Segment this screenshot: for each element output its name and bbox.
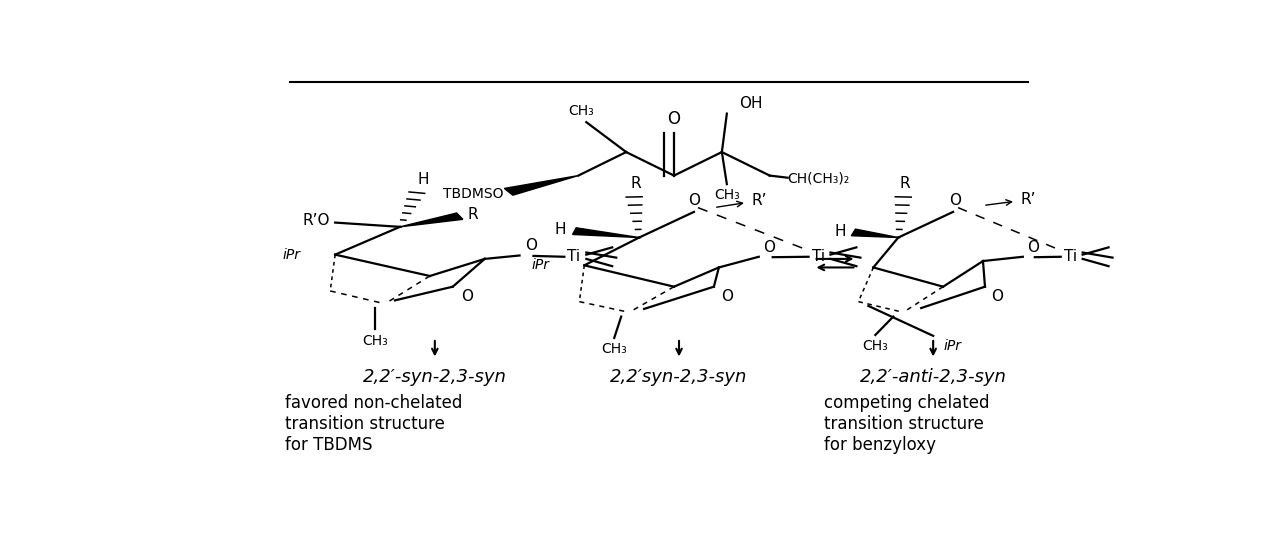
Text: O: O [526, 238, 538, 253]
Text: iPr: iPr [943, 339, 961, 353]
Text: H: H [835, 224, 846, 239]
Text: Ti: Ti [811, 249, 824, 264]
Text: O: O [721, 289, 733, 304]
Text: iPr: iPr [531, 258, 549, 273]
Text: 2,2′-syn-2,3-syn: 2,2′-syn-2,3-syn [363, 368, 507, 386]
Text: 2,2′syn-2,3-syn: 2,2′syn-2,3-syn [611, 368, 747, 386]
Text: Ti: Ti [567, 249, 580, 264]
Text: H: H [554, 223, 566, 238]
Text: R’O: R’O [302, 213, 331, 228]
Text: R: R [631, 176, 642, 191]
Text: CH₃: CH₃ [568, 104, 594, 118]
Text: for benzyloxy: for benzyloxy [823, 436, 935, 454]
Text: R’: R’ [1021, 193, 1037, 208]
Text: transition structure: transition structure [285, 415, 445, 433]
Text: CH₃: CH₃ [602, 342, 628, 356]
Text: competing chelated: competing chelated [823, 393, 989, 411]
Polygon shape [400, 213, 463, 227]
Text: favored non-chelated: favored non-chelated [285, 393, 463, 411]
Text: O: O [667, 110, 680, 128]
Text: O: O [460, 289, 473, 304]
Text: R: R [900, 176, 910, 191]
Text: O: O [992, 289, 1003, 304]
Text: O: O [688, 194, 700, 209]
Polygon shape [851, 229, 898, 238]
Polygon shape [572, 228, 639, 238]
Text: Ti: Ti [1064, 249, 1076, 264]
Text: for TBDMS: for TBDMS [285, 436, 373, 454]
Text: O: O [1026, 240, 1039, 255]
Text: CH(CH₃)₂: CH(CH₃)₂ [787, 172, 850, 186]
Text: R’: R’ [752, 193, 768, 208]
Text: TBDMSO: TBDMSO [444, 187, 504, 201]
Text: O: O [763, 240, 774, 255]
Text: O: O [949, 194, 961, 209]
Text: H: H [417, 172, 428, 187]
Text: iPr: iPr [283, 248, 301, 261]
Text: OH: OH [739, 97, 763, 112]
Text: CH₃: CH₃ [863, 339, 889, 353]
Text: R: R [468, 206, 478, 221]
Text: CH₃: CH₃ [363, 334, 388, 347]
Polygon shape [504, 175, 579, 195]
Text: CH₃: CH₃ [714, 188, 739, 201]
Text: transition structure: transition structure [823, 415, 984, 433]
Text: 2,2′-anti-2,3-syn: 2,2′-anti-2,3-syn [860, 368, 1007, 386]
